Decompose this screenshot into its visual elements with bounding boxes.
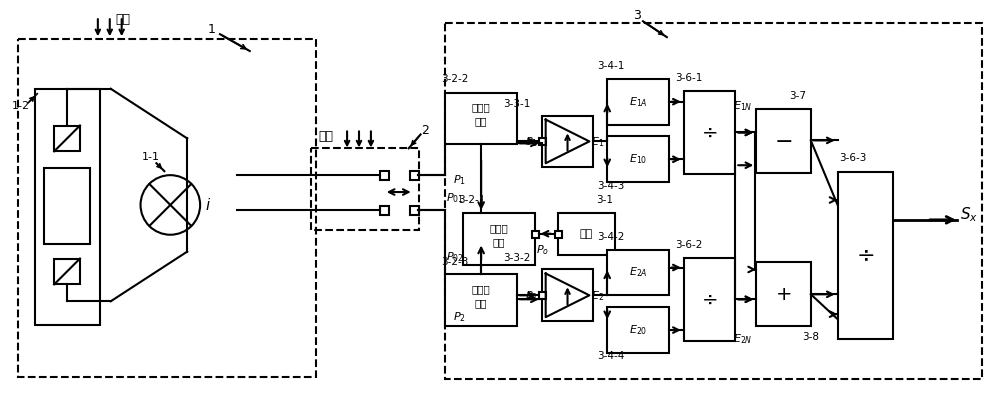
Text: 3-2-1: 3-2-1: [459, 195, 486, 205]
Text: 合器: 合器: [475, 298, 487, 308]
Bar: [18, 39, 316, 377]
Bar: [410, 206, 419, 215]
Text: 第一耦: 第一耦: [490, 223, 508, 233]
Bar: [445, 275, 517, 326]
Text: $P_o$: $P_o$: [536, 243, 549, 256]
Text: 3: 3: [633, 9, 641, 22]
Text: 振动: 振动: [115, 13, 130, 26]
Text: 2: 2: [422, 124, 429, 137]
Bar: [607, 307, 669, 353]
Bar: [54, 126, 80, 151]
Bar: [463, 213, 535, 265]
Text: $E_1$: $E_1$: [591, 135, 604, 149]
Bar: [410, 171, 419, 180]
Text: 光源: 光源: [580, 229, 593, 239]
Text: $P_1$: $P_1$: [525, 135, 538, 149]
Bar: [558, 213, 615, 255]
Text: $E_2$: $E_2$: [591, 290, 604, 303]
Text: 合器: 合器: [475, 117, 487, 126]
Text: $P_2$: $P_2$: [525, 290, 538, 303]
Bar: [539, 292, 546, 299]
Text: $E_{10}$: $E_{10}$: [629, 152, 647, 166]
Bar: [445, 93, 517, 145]
Text: $E_{2N}$: $E_{2N}$: [733, 332, 753, 346]
Text: 3-4-3: 3-4-3: [598, 181, 625, 191]
Text: $i$: $i$: [205, 197, 211, 213]
Text: $E_{20}$: $E_{20}$: [629, 323, 647, 337]
Text: $E_{2A}$: $E_{2A}$: [629, 265, 647, 279]
Bar: [607, 136, 669, 182]
Text: $P_2$: $P_2$: [453, 310, 466, 324]
Bar: [311, 149, 419, 230]
Bar: [684, 91, 735, 174]
Text: 3-4-2: 3-4-2: [598, 232, 625, 242]
Text: $P_1$: $P_1$: [453, 173, 466, 187]
Text: $P_{01}$: $P_{01}$: [446, 191, 464, 205]
Text: 3-4-4: 3-4-4: [598, 351, 625, 361]
Bar: [542, 269, 593, 321]
Bar: [445, 23, 982, 379]
Bar: [607, 250, 669, 295]
Text: $+$: $+$: [775, 285, 791, 304]
Text: 3-4-1: 3-4-1: [598, 61, 625, 71]
Text: 1-2: 1-2: [12, 101, 30, 111]
Text: 振动: 振动: [319, 130, 334, 143]
Text: 3-2-3: 3-2-3: [442, 256, 469, 267]
Bar: [838, 172, 893, 339]
Text: 第三耦: 第三耦: [472, 284, 491, 294]
Text: 1: 1: [208, 23, 216, 36]
Text: 3-6-2: 3-6-2: [675, 240, 702, 250]
Text: 3-3-1: 3-3-1: [503, 99, 531, 109]
Bar: [532, 231, 539, 238]
Bar: [44, 168, 90, 244]
Text: 第二耦: 第二耦: [472, 103, 491, 113]
Text: 3-1: 3-1: [596, 195, 613, 205]
Bar: [380, 171, 389, 180]
Bar: [607, 79, 669, 124]
Text: 3-6-3: 3-6-3: [839, 153, 866, 163]
Bar: [756, 109, 811, 173]
Text: $E_{1A}$: $E_{1A}$: [629, 95, 647, 109]
Text: 1-1: 1-1: [141, 152, 159, 162]
Text: $\div$: $\div$: [701, 123, 718, 142]
Bar: [542, 116, 593, 167]
Text: $S_x$: $S_x$: [960, 205, 978, 224]
Bar: [35, 89, 100, 325]
Text: 3-8: 3-8: [802, 332, 819, 342]
Bar: [380, 206, 389, 215]
Bar: [756, 261, 811, 326]
Bar: [539, 138, 546, 145]
Bar: [54, 259, 80, 284]
Text: 合器: 合器: [493, 237, 505, 247]
Text: $P_{02}$: $P_{02}$: [446, 251, 464, 265]
Text: 3-7: 3-7: [789, 91, 806, 101]
Bar: [684, 258, 735, 341]
Text: $\div$: $\div$: [856, 246, 875, 265]
Text: $E_{1N}$: $E_{1N}$: [733, 99, 753, 113]
Text: 3-3-2: 3-3-2: [503, 252, 531, 263]
Text: 3-2-2: 3-2-2: [442, 74, 469, 84]
Bar: [555, 231, 562, 238]
Text: $-$: $-$: [774, 130, 792, 150]
Text: $\div$: $\div$: [701, 290, 718, 309]
Text: 3-6-1: 3-6-1: [675, 73, 702, 83]
